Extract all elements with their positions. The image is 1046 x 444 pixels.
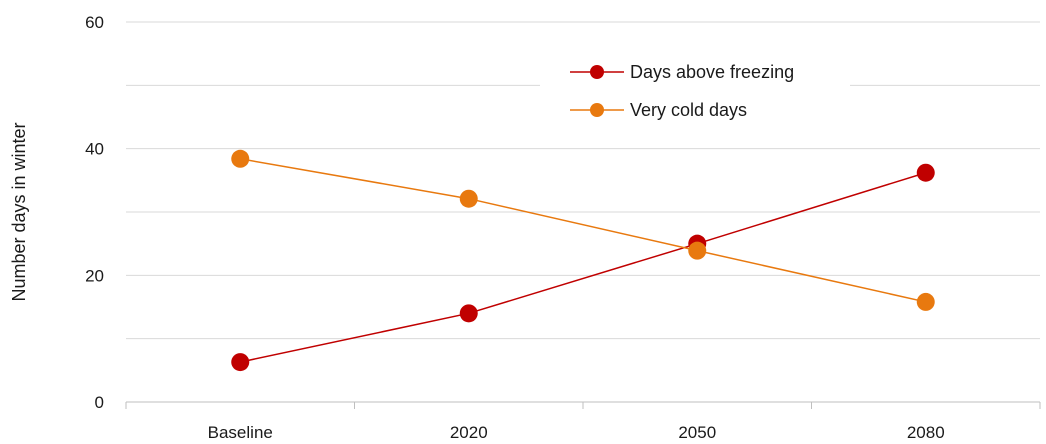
legend: Days above freezing Very cold days (540, 58, 850, 134)
legend-label: Days above freezing (630, 62, 794, 82)
x-tick-labels: Baseline 2020 2050 2080 (208, 423, 945, 442)
x-tick-label: Baseline (208, 423, 273, 442)
legend-label: Very cold days (630, 100, 747, 120)
data-point (231, 149, 250, 168)
series-0 (231, 163, 935, 372)
series-line (240, 158, 926, 303)
data-point (688, 241, 707, 260)
series-1 (231, 149, 935, 311)
y-axis-title: Number days in winter (9, 122, 29, 301)
y-tick-label: 20 (85, 266, 104, 285)
y-tick-label: 60 (85, 13, 104, 32)
x-tick-label: 2050 (678, 423, 716, 442)
x-tick-label: 2080 (907, 423, 945, 442)
series-line (240, 172, 926, 363)
data-point (916, 292, 935, 311)
legend-swatch-marker (590, 65, 604, 79)
x-tick-label: 2020 (450, 423, 488, 442)
series (231, 149, 935, 372)
data-point (459, 304, 478, 323)
data-point (459, 189, 478, 208)
legend-swatch-marker (590, 103, 604, 117)
y-tick-labels: 0 20 40 60 (85, 13, 104, 412)
legend-item-1: Very cold days (570, 100, 747, 120)
legend-item-0: Days above freezing (570, 62, 794, 82)
data-point (916, 163, 935, 182)
y-tick-label: 40 (85, 140, 104, 159)
y-tick-label: 0 (95, 393, 104, 412)
axes (125, 401, 1041, 409)
data-point (231, 353, 250, 372)
